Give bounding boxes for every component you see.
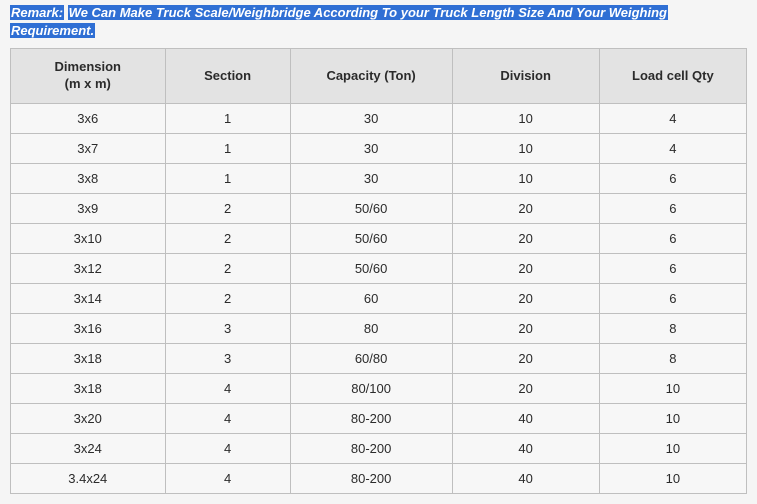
cell-loadcell: 6	[599, 254, 746, 284]
table-row: 3x24480-2004010	[11, 434, 747, 464]
cell-dimension: 3x6	[11, 104, 166, 134]
cell-division: 40	[452, 464, 599, 494]
remark-line1: We Can Make Truck Scale/Weighbridge Acco…	[68, 5, 668, 20]
cell-loadcell: 6	[599, 224, 746, 254]
cell-division: 20	[452, 314, 599, 344]
cell-division: 20	[452, 254, 599, 284]
cell-capacity: 80-200	[290, 434, 452, 464]
cell-division: 20	[452, 374, 599, 404]
cell-dimension: 3x20	[11, 404, 166, 434]
cell-capacity: 50/60	[290, 254, 452, 284]
cell-section: 1	[165, 104, 290, 134]
table-row: 3x16380208	[11, 314, 747, 344]
cell-section: 4	[165, 374, 290, 404]
cell-capacity: 80-200	[290, 464, 452, 494]
cell-capacity: 30	[290, 134, 452, 164]
table-row: 3x7130104	[11, 134, 747, 164]
col-header-section: Section	[165, 49, 290, 104]
cell-dimension: 3x9	[11, 194, 166, 224]
cell-capacity: 30	[290, 164, 452, 194]
cell-section: 4	[165, 434, 290, 464]
cell-division: 10	[452, 104, 599, 134]
cell-loadcell: 10	[599, 404, 746, 434]
cell-section: 1	[165, 134, 290, 164]
cell-section: 4	[165, 464, 290, 494]
cell-dimension: 3x7	[11, 134, 166, 164]
cell-dimension: 3x18	[11, 344, 166, 374]
cell-section: 2	[165, 254, 290, 284]
cell-capacity: 80-200	[290, 404, 452, 434]
cell-dimension: 3x16	[11, 314, 166, 344]
col-header-dimension-l1: Dimension	[55, 59, 121, 74]
table-row: 3x10250/60206	[11, 224, 747, 254]
cell-capacity: 50/60	[290, 224, 452, 254]
table-row: 3x20480-2004010	[11, 404, 747, 434]
table-row: 3x18480/1002010	[11, 374, 747, 404]
cell-loadcell: 4	[599, 104, 746, 134]
spec-table: Dimension (m x m) Section Capacity (Ton)…	[10, 48, 747, 494]
cell-section: 2	[165, 284, 290, 314]
cell-dimension: 3x18	[11, 374, 166, 404]
table-row: 3x9250/60206	[11, 194, 747, 224]
table-row: 3.4x24480-2004010	[11, 464, 747, 494]
cell-dimension: 3x24	[11, 434, 166, 464]
table-row: 3x18360/80208	[11, 344, 747, 374]
cell-loadcell: 4	[599, 134, 746, 164]
cell-loadcell: 6	[599, 194, 746, 224]
cell-section: 2	[165, 194, 290, 224]
table-row: 3x6130104	[11, 104, 747, 134]
cell-loadcell: 8	[599, 314, 746, 344]
cell-capacity: 50/60	[290, 194, 452, 224]
table-body: 3x61301043x71301043x81301063x9250/602063…	[11, 104, 747, 494]
cell-loadcell: 10	[599, 374, 746, 404]
cell-section: 3	[165, 314, 290, 344]
cell-division: 20	[452, 224, 599, 254]
cell-loadcell: 10	[599, 464, 746, 494]
cell-capacity: 60/80	[290, 344, 452, 374]
cell-division: 20	[452, 194, 599, 224]
remark-prefix: Remark:	[10, 5, 64, 20]
col-header-capacity: Capacity (Ton)	[290, 49, 452, 104]
table-header-row: Dimension (m x m) Section Capacity (Ton)…	[11, 49, 747, 104]
cell-section: 4	[165, 404, 290, 434]
table-row: 3x14260206	[11, 284, 747, 314]
col-header-dimension-l2: (m x m)	[65, 76, 111, 91]
cell-loadcell: 6	[599, 164, 746, 194]
cell-division: 10	[452, 164, 599, 194]
cell-capacity: 80	[290, 314, 452, 344]
cell-division: 40	[452, 434, 599, 464]
cell-dimension: 3x14	[11, 284, 166, 314]
cell-capacity: 30	[290, 104, 452, 134]
cell-division: 20	[452, 344, 599, 374]
cell-dimension: 3x12	[11, 254, 166, 284]
cell-dimension: 3x8	[11, 164, 166, 194]
col-header-dimension: Dimension (m x m)	[11, 49, 166, 104]
cell-section: 1	[165, 164, 290, 194]
table-row: 3x8130106	[11, 164, 747, 194]
col-header-division: Division	[452, 49, 599, 104]
cell-division: 10	[452, 134, 599, 164]
cell-section: 3	[165, 344, 290, 374]
cell-dimension: 3.4x24	[11, 464, 166, 494]
cell-capacity: 80/100	[290, 374, 452, 404]
cell-dimension: 3x10	[11, 224, 166, 254]
remark-line2: Requirement.	[10, 23, 95, 38]
cell-loadcell: 10	[599, 434, 746, 464]
cell-division: 40	[452, 404, 599, 434]
cell-loadcell: 8	[599, 344, 746, 374]
cell-capacity: 60	[290, 284, 452, 314]
remark-text: Remark: We Can Make Truck Scale/Weighbri…	[10, 4, 747, 40]
col-header-loadcell: Load cell Qty	[599, 49, 746, 104]
cell-section: 2	[165, 224, 290, 254]
table-row: 3x12250/60206	[11, 254, 747, 284]
cell-loadcell: 6	[599, 284, 746, 314]
page-container: Remark: We Can Make Truck Scale/Weighbri…	[0, 0, 757, 504]
cell-division: 20	[452, 284, 599, 314]
